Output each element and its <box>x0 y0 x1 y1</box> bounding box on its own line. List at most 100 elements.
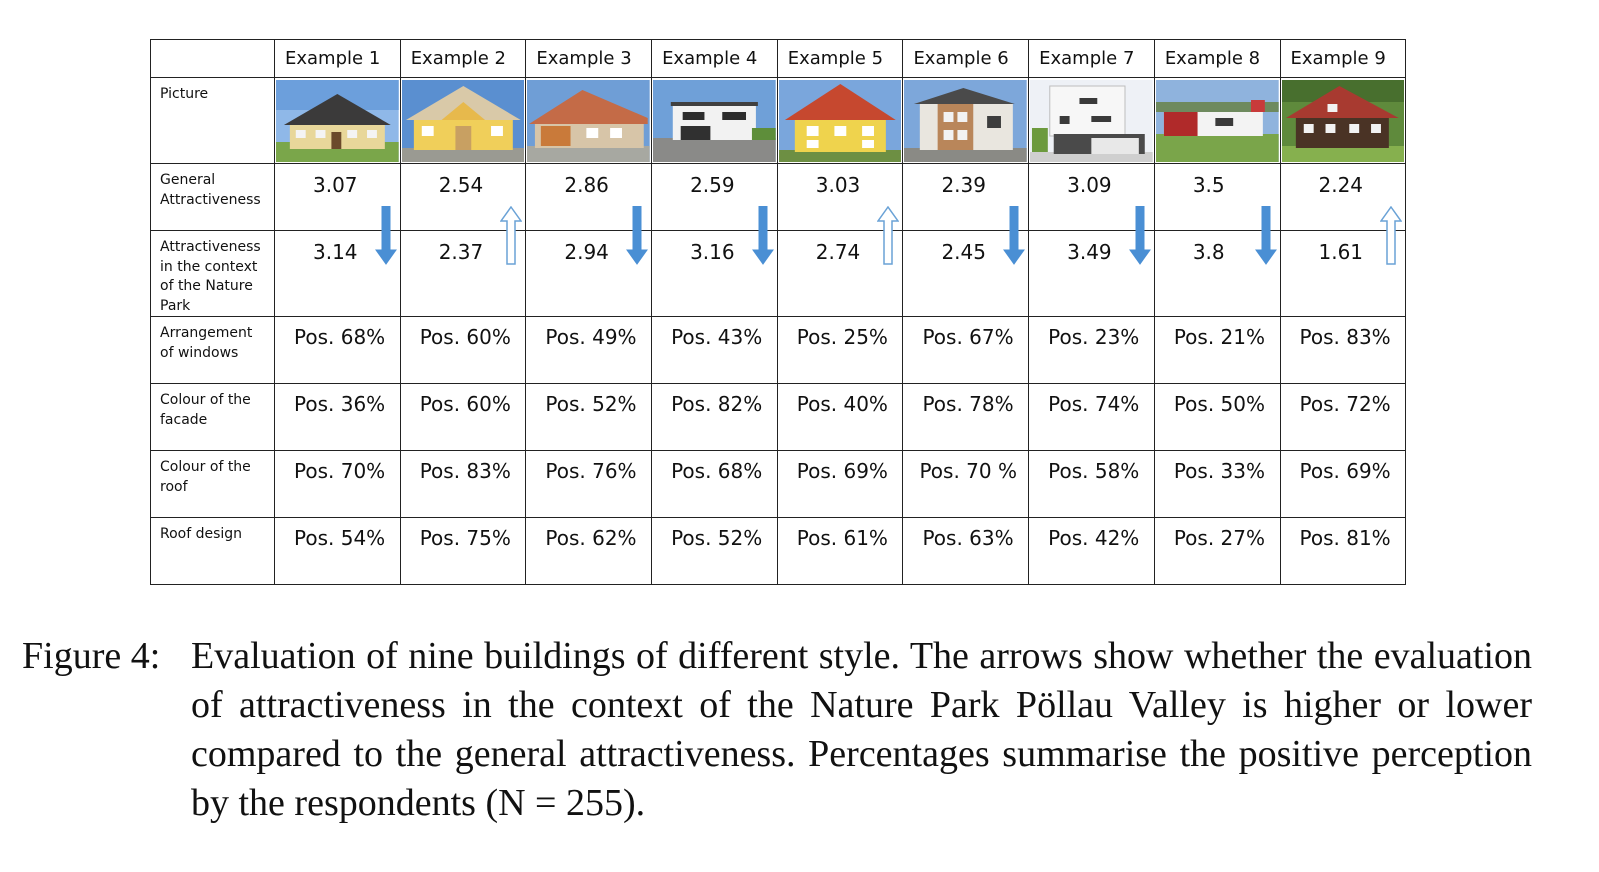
arrow-up-icon <box>876 205 900 265</box>
arrow-down-icon <box>374 205 397 265</box>
arrow-down-icon <box>374 205 397 265</box>
facade-value: Pos. 72% <box>1279 383 1407 451</box>
windows-value: Pos. 83% <box>1279 316 1407 384</box>
arrow-down-icon <box>1128 205 1151 265</box>
arrow-down-icon <box>626 205 649 265</box>
roof-colour-value: Pos. 83% <box>399 450 527 518</box>
building-photo-9 <box>1279 77 1407 164</box>
facade-value: Pos. 74% <box>1028 383 1155 451</box>
general-attractiveness-row: General Attractiveness 3.07 2.54 2.86 2.… <box>150 163 1407 265</box>
column-header: Example 7 <box>1028 39 1155 78</box>
column-header: Example 9 <box>1279 39 1407 78</box>
context-value: 3.14 <box>313 240 358 264</box>
column-header: Example 2 <box>399 39 527 78</box>
roof-design-value: Pos. 81% <box>1279 517 1407 585</box>
roof-colour-value: Pos. 76% <box>525 450 653 518</box>
building-photo-1 <box>274 77 401 164</box>
arrow-down-icon <box>751 205 774 265</box>
context-value: 2.94 <box>564 240 609 264</box>
general-value: 3.09 <box>1067 173 1112 197</box>
facade-value: Pos. 60% <box>399 383 527 451</box>
picture-row: Picture <box>150 77 1407 164</box>
roof-design-value: Pos. 75% <box>399 517 527 585</box>
general-value: 2.86 <box>564 173 609 197</box>
roof-design-value: Pos. 62% <box>525 517 653 585</box>
windows-value: Pos. 25% <box>776 316 904 384</box>
roof-colour-value: Pos. 58% <box>1028 450 1155 518</box>
roof-colour-value: Pos. 68% <box>651 450 778 518</box>
arrow-down-icon <box>1254 205 1277 265</box>
arrow-down-icon <box>1003 205 1026 265</box>
roof-design-value: Pos. 61% <box>776 517 904 585</box>
general-value: 2.24 <box>1318 173 1364 197</box>
row-label-windows: Arrangement of windows <box>150 316 275 384</box>
building-photo-2 <box>399 77 527 164</box>
roof-colour-value: Pos. 70 % <box>902 450 1030 518</box>
context-value: 3.8 <box>1192 240 1225 264</box>
facade-value: Pos. 82% <box>651 383 778 451</box>
roof-design-value: Pos. 27% <box>1153 517 1281 585</box>
roof-colour-row: Colour of the roof Pos. 70% Pos. 83% Pos… <box>150 450 1407 518</box>
windows-row: Arrangement of windows Pos. 68% Pos. 60%… <box>150 316 1407 384</box>
roof-colour-value: Pos. 69% <box>776 450 904 518</box>
building-photo-8 <box>1153 77 1281 164</box>
facade-row: Colour of the facade Pos. 36% Pos. 60% P… <box>150 383 1407 451</box>
context-value: 2.37 <box>438 240 484 264</box>
general-value: 2.39 <box>941 173 986 197</box>
column-header: Example 1 <box>274 39 401 78</box>
context-value: 1.61 <box>1318 240 1364 264</box>
arrow-up-icon <box>876 205 900 265</box>
row-label-general: General Attractiveness <box>150 163 275 231</box>
arrow-up-icon <box>1379 205 1403 265</box>
windows-value: Pos. 60% <box>399 316 527 384</box>
roof-design-value: Pos. 54% <box>274 517 401 585</box>
row-label-roof-colour: Colour of the roof <box>150 450 275 518</box>
facade-value: Pos. 52% <box>525 383 653 451</box>
context-value: 2.45 <box>941 240 986 264</box>
building-photo-4 <box>651 77 778 164</box>
arrow-down-icon <box>751 205 774 265</box>
figure-caption: Figure 4: Evaluation of nine buildings o… <box>22 632 1532 828</box>
building-photo-7 <box>1028 77 1155 164</box>
windows-value: Pos. 23% <box>1028 316 1155 384</box>
context-value: 3.49 <box>1067 240 1112 264</box>
building-photo-3 <box>525 77 653 164</box>
windows-value: Pos. 67% <box>902 316 1030 384</box>
facade-value: Pos. 50% <box>1153 383 1281 451</box>
row-label-facade: Colour of the facade <box>150 383 275 451</box>
arrow-up-icon <box>1379 205 1403 265</box>
roof-colour-value: Pos. 69% <box>1279 450 1407 518</box>
evaluation-table: Example 1 Example 2 Example 3 Example 4 … <box>150 39 1407 585</box>
row-label-roof-design: Roof design <box>150 517 275 585</box>
arrow-down-icon <box>1128 205 1151 265</box>
row-label-context: Attractiveness in the context of the Nat… <box>150 230 275 317</box>
corner-cell <box>150 39 275 78</box>
windows-value: Pos. 21% <box>1153 316 1281 384</box>
arrow-up-icon <box>499 205 523 265</box>
roof-design-value: Pos. 63% <box>902 517 1030 585</box>
arrow-up-icon <box>499 205 523 265</box>
building-photo-6 <box>902 77 1030 164</box>
facade-value: Pos. 40% <box>776 383 904 451</box>
context-value: 2.74 <box>815 240 861 264</box>
arrow-down-icon <box>1254 205 1277 265</box>
general-value: 3.5 <box>1192 173 1225 197</box>
figure-caption-text: Evaluation of nine buildings of differen… <box>191 635 1532 824</box>
general-value: 2.54 <box>438 173 484 197</box>
roof-colour-value: Pos. 33% <box>1153 450 1281 518</box>
general-value: 3.07 <box>313 173 358 197</box>
column-header: Example 8 <box>1153 39 1281 78</box>
arrow-down-icon <box>1003 205 1026 265</box>
windows-value: Pos. 68% <box>274 316 401 384</box>
general-value: 3.03 <box>815 173 861 197</box>
roof-colour-value: Pos. 70% <box>274 450 401 518</box>
facade-value: Pos. 36% <box>274 383 401 451</box>
roof-design-value: Pos. 42% <box>1028 517 1155 585</box>
facade-value: Pos. 78% <box>902 383 1030 451</box>
context-attractiveness-row: Attractiveness in the context of the Nat… <box>150 230 1407 317</box>
arrow-down-icon <box>626 205 649 265</box>
roof-design-row: Roof design Pos. 54% Pos. 75% Pos. 62% P… <box>150 517 1407 585</box>
header-row: Example 1 Example 2 Example 3 Example 4 … <box>150 39 1407 78</box>
column-header: Example 3 <box>525 39 653 78</box>
column-header: Example 4 <box>651 39 778 78</box>
